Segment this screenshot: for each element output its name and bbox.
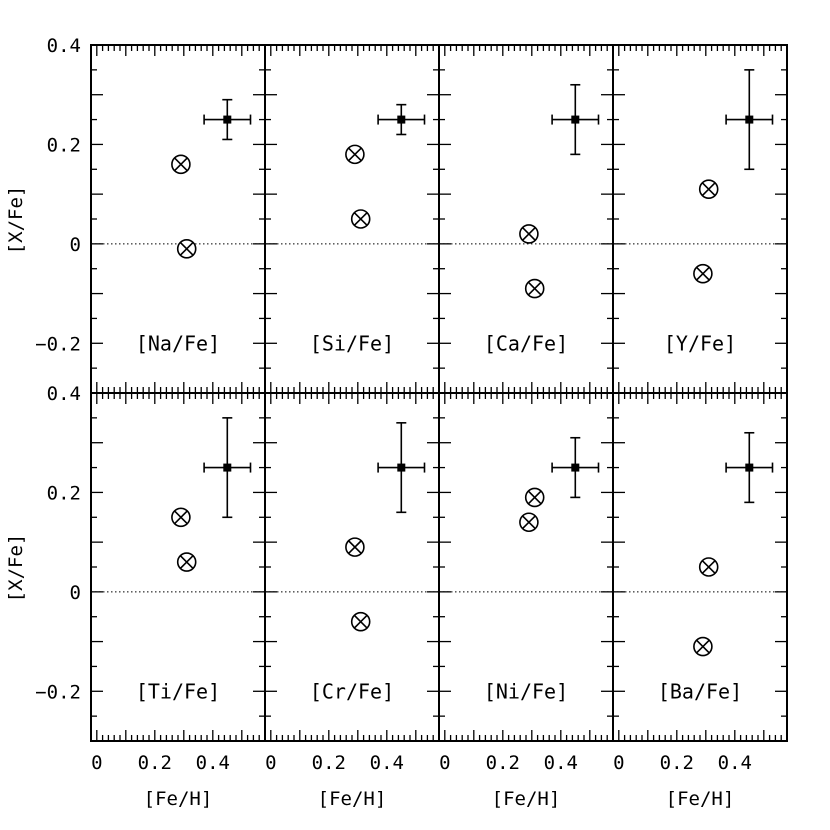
- x-tick-label: 0: [613, 752, 624, 774]
- y-tick-label: 0.4: [47, 35, 81, 57]
- marker-cross-stroke: [695, 266, 710, 281]
- data-point: [519, 512, 539, 533]
- reference-point-marker: [571, 115, 580, 124]
- y-tick-label: 0.2: [47, 482, 81, 504]
- data-point: [345, 537, 365, 557]
- x-axis-label-col-2: [Fe/H]: [318, 788, 387, 810]
- reference-error-bar: [203, 98, 252, 141]
- reference-point-marker: [397, 115, 406, 124]
- x-tick-label: 0: [91, 752, 102, 774]
- panel-2: [Si/Fe]: [264, 44, 440, 394]
- reference-error-bar: [551, 436, 600, 499]
- data-point: [350, 611, 371, 632]
- reference-point-marker: [745, 463, 754, 472]
- x-tick-label: 0: [265, 752, 276, 774]
- marker-cross-stroke: [179, 555, 194, 569]
- panel-6: 0 0.2 0.4 [Cr/Fe]: [264, 392, 440, 774]
- data-point: [524, 487, 545, 508]
- reference-point-marker: [745, 115, 754, 124]
- y-tick-label: 0: [70, 582, 81, 604]
- marker-cross-stroke: [521, 226, 536, 241]
- reference-error-bar: [725, 431, 774, 504]
- x-tick-label: 0.2: [486, 752, 520, 774]
- data-point: [693, 636, 713, 657]
- marker-cross-stroke: [353, 614, 368, 629]
- panel-8: 0 0.2 0.4 [Ba/Fe]: [612, 392, 788, 774]
- panel-element-label: [Ti/Fe]: [136, 679, 220, 703]
- data-point: [519, 224, 539, 244]
- x-tick-label: 0: [439, 752, 450, 774]
- data-point: [171, 154, 191, 175]
- y-tick-label: 0.2: [47, 134, 81, 156]
- panel-element-label: [Ca/Fe]: [484, 331, 568, 355]
- panel-frame: [612, 392, 788, 742]
- panels-layer: −0.2 0 0.2 0.4 [Na/Fe] [Si/Fe] [Ca/Fe] [Y/Fe] −0…: [35, 35, 788, 774]
- panel-1: −0.2 0 0.2 0.4 [Na/Fe]: [35, 35, 266, 394]
- x-axis-label-col-4: [Fe/H]: [666, 788, 735, 810]
- x-tick-label: 0.4: [544, 752, 578, 774]
- data-point: [176, 552, 197, 572]
- data-point: [693, 263, 713, 284]
- y-axis-label-bottom: [X/Fe]: [5, 534, 27, 603]
- data-point: [345, 144, 365, 165]
- reference-point-marker: [223, 463, 232, 472]
- data-point: [350, 209, 371, 229]
- reference-point-marker: [571, 463, 580, 472]
- data-point: [176, 239, 197, 259]
- marker-cross-stroke: [527, 490, 542, 505]
- panel-7: 0 0.2 0.4 [Ni/Fe]: [438, 392, 614, 774]
- reference-error-bar: [377, 103, 426, 136]
- data-point: [698, 179, 719, 199]
- y-tick-label: 0.4: [47, 383, 81, 405]
- x-axis-label-col-1: [Fe/H]: [144, 788, 213, 810]
- data-point: [524, 278, 545, 299]
- panel-3: [Ca/Fe]: [438, 44, 614, 394]
- marker-cross-stroke: [701, 182, 716, 197]
- y-tick-label: −0.2: [35, 681, 81, 703]
- marker-cross-stroke: [701, 560, 716, 574]
- marker-cross-stroke: [521, 515, 536, 530]
- panel-5: −0.2 0 0.2 0.4 0 0.2 0.4 [Ti/Fe]: [35, 383, 266, 774]
- marker-cross-stroke: [347, 147, 362, 162]
- x-tick-label: 0.2: [138, 752, 172, 774]
- data-point: [698, 557, 719, 577]
- x-tick-label: 0.4: [196, 752, 230, 774]
- panel-element-label: [Na/Fe]: [136, 331, 220, 355]
- axis-labels-layer: [X/Fe] [X/Fe] [Fe/H] [Fe/H] [Fe/H] [Fe/H…: [5, 186, 734, 810]
- data-point: [171, 507, 191, 528]
- panel-element-label: [Y/Fe]: [664, 331, 736, 355]
- marker-cross-stroke: [695, 639, 710, 654]
- y-axis-label-top: [X/Fe]: [5, 186, 27, 255]
- x-tick-label: 0.4: [370, 752, 404, 774]
- reference-point-marker: [397, 463, 406, 472]
- panel-4: [Y/Fe]: [612, 44, 788, 394]
- y-tick-label: −0.2: [35, 333, 81, 355]
- x-tick-label: 0.2: [312, 752, 346, 774]
- marker-cross-stroke: [173, 157, 188, 172]
- panel-element-label: [Cr/Fe]: [310, 679, 394, 703]
- x-tick-label: 0.4: [718, 752, 752, 774]
- panel-element-label: [Si/Fe]: [310, 331, 394, 355]
- marker-cross-stroke: [527, 281, 542, 296]
- reference-error-bar: [377, 422, 426, 514]
- marker-cross-stroke: [173, 510, 188, 525]
- x-tick-label: 0.2: [660, 752, 694, 774]
- marker-cross-stroke: [347, 540, 362, 555]
- reference-error-bar: [203, 417, 252, 519]
- reference-error-bar: [725, 69, 774, 171]
- x-axis-label-col-3: [Fe/H]: [492, 788, 561, 810]
- panel-element-label: [Ba/Fe]: [658, 679, 742, 703]
- marker-cross-stroke: [353, 212, 368, 226]
- reference-point-marker: [223, 115, 232, 124]
- reference-error-bar: [551, 83, 600, 156]
- y-tick-label: 0: [70, 234, 81, 256]
- marker-cross-stroke: [179, 241, 194, 256]
- panel-element-label: [Ni/Fe]: [484, 679, 568, 703]
